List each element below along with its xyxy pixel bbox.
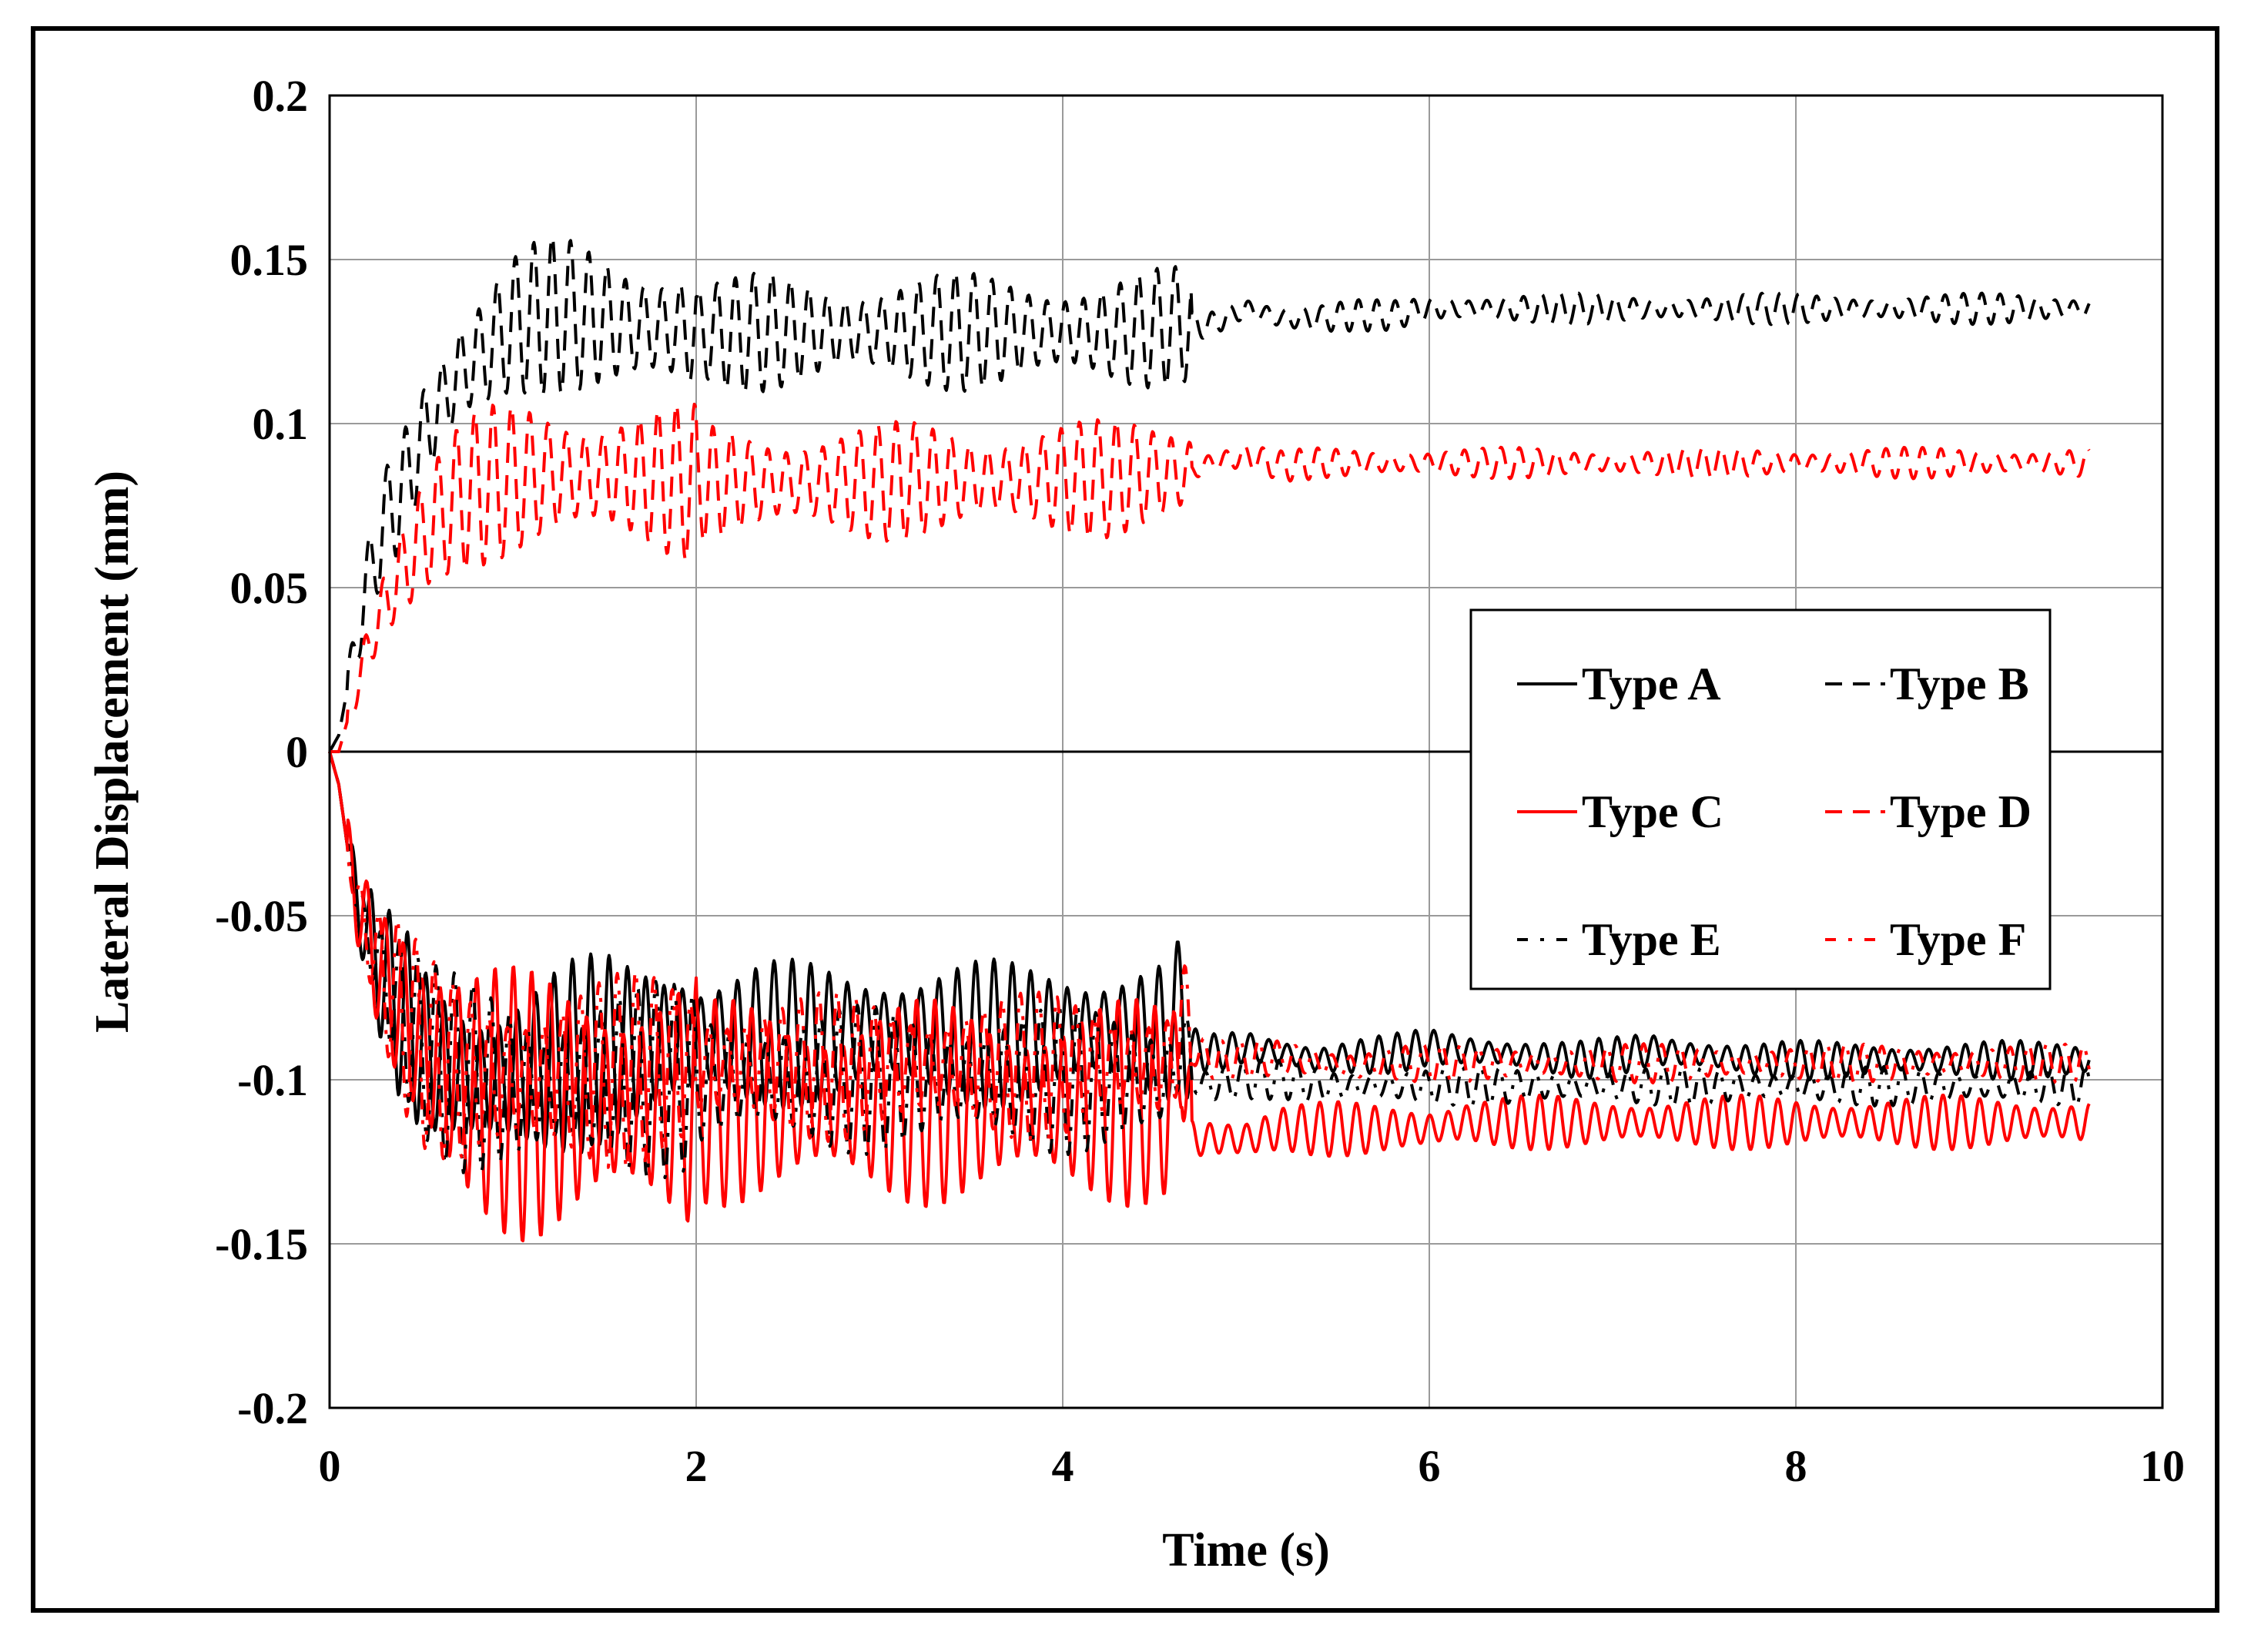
y-tick-label: 0.1 — [253, 399, 309, 449]
series-line-type-d — [329, 402, 2091, 753]
legend-label: Type D — [1890, 786, 2032, 837]
legend-label: Type E — [1582, 914, 1721, 965]
y-tick-label: 0.2 — [253, 71, 309, 121]
y-tick-label: -0.2 — [237, 1383, 308, 1433]
series-line-type-b — [328, 235, 2091, 752]
y-tick-label: 0.15 — [230, 235, 309, 285]
legend-label: Type C — [1582, 786, 1723, 837]
legend-label: Type B — [1890, 658, 2029, 709]
y-tick-label: -0.15 — [215, 1219, 308, 1269]
tick-labels: 0 2 4 6 8 10 0.2 0.15 0.1 0.05 0 -0.05 -0.1 -0.15 -0.2 — [215, 71, 2185, 1491]
y-tick-label: -0.05 — [215, 891, 308, 941]
y-tick-label: -0.1 — [237, 1055, 308, 1105]
x-tick-label: 4 — [1052, 1441, 1074, 1491]
legend-label: Type A — [1582, 658, 1721, 709]
chart-frame: 0 2 4 6 8 10 0.2 0.15 0.1 0.05 0 -0.05 -0.1 -0.15 -0.2… — [31, 26, 2219, 1613]
legend-label: Type F — [1890, 914, 2026, 965]
series-group — [328, 235, 2091, 1242]
x-tick-label: 8 — [1785, 1441, 1807, 1491]
line-chart: 0 2 4 6 8 10 0.2 0.15 0.1 0.05 0 -0.05 -0.1 -0.15 -0.2… — [86, 71, 2185, 1577]
y-axis-title: Lateral Displacement (mm) — [86, 471, 139, 1033]
y-tick-label: 0 — [286, 727, 308, 777]
y-tick-label: 0.05 — [230, 563, 309, 613]
grid — [330, 96, 2162, 1408]
x-tick-label: 6 — [1419, 1441, 1441, 1491]
x-axis-title: Time (s) — [1162, 1524, 1330, 1577]
x-tick-label: 0 — [319, 1441, 341, 1491]
series-line-type-f — [328, 751, 2091, 1170]
series-line-type-c — [328, 751, 2091, 1242]
x-tick-label: 10 — [2140, 1441, 2185, 1491]
plot-area-border — [328, 94, 2164, 1409]
x-tick-label: 2 — [685, 1441, 708, 1491]
legend: Type A Type B Type C Type D Type E Type F — [1469, 608, 2052, 990]
legend-box — [1469, 608, 2052, 990]
